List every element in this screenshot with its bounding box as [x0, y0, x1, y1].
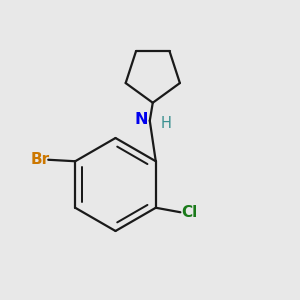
Text: Cl: Cl: [181, 205, 197, 220]
Text: N: N: [135, 112, 148, 127]
Text: Br: Br: [30, 152, 50, 167]
Text: H: H: [161, 116, 172, 131]
